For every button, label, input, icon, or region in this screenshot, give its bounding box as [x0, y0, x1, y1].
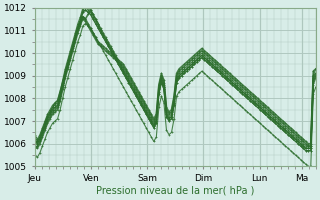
- X-axis label: Pression niveau de la mer( hPa ): Pression niveau de la mer( hPa ): [96, 186, 254, 196]
